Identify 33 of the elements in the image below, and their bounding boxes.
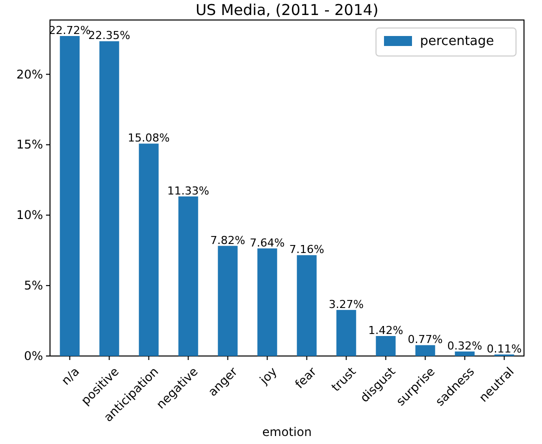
data-label: 22.72% — [48, 24, 91, 37]
data-label: 22.35% — [88, 29, 130, 42]
bar — [376, 336, 396, 356]
y-tick-label: 20% — [16, 67, 43, 82]
bar — [138, 144, 159, 356]
bar — [99, 41, 120, 356]
y-tick-label: 0% — [24, 349, 43, 363]
bar — [415, 345, 436, 356]
data-label: 1.42% — [368, 324, 404, 337]
data-label: 7.16% — [289, 243, 324, 256]
y-tick-label: 10% — [16, 208, 43, 222]
data-label: 15.08% — [128, 132, 170, 145]
bar — [257, 248, 278, 356]
bar — [60, 36, 80, 356]
x-tick-label: joy — [256, 364, 280, 388]
data-label: 7.82% — [210, 234, 246, 247]
legend-label: percentage — [420, 34, 494, 49]
bar — [178, 196, 198, 356]
data-label: 7.64% — [250, 236, 285, 250]
bar — [454, 351, 475, 356]
data-label: 0.77% — [408, 333, 443, 346]
data-label: 0.11% — [486, 342, 522, 356]
chart-title: US Media, (2011 - 2014) — [196, 1, 378, 19]
data-label: 3.27% — [328, 298, 364, 311]
bar — [336, 310, 356, 356]
data-label: 0.32% — [447, 339, 482, 352]
data-label: 11.33% — [167, 184, 210, 198]
y-tick-label: 15% — [16, 138, 43, 152]
y-tick-label: 5% — [24, 278, 43, 293]
bar — [218, 246, 238, 356]
x-tick-label: n/a — [58, 364, 82, 388]
x-axis-title: emotion — [262, 425, 312, 439]
bar — [296, 255, 317, 356]
